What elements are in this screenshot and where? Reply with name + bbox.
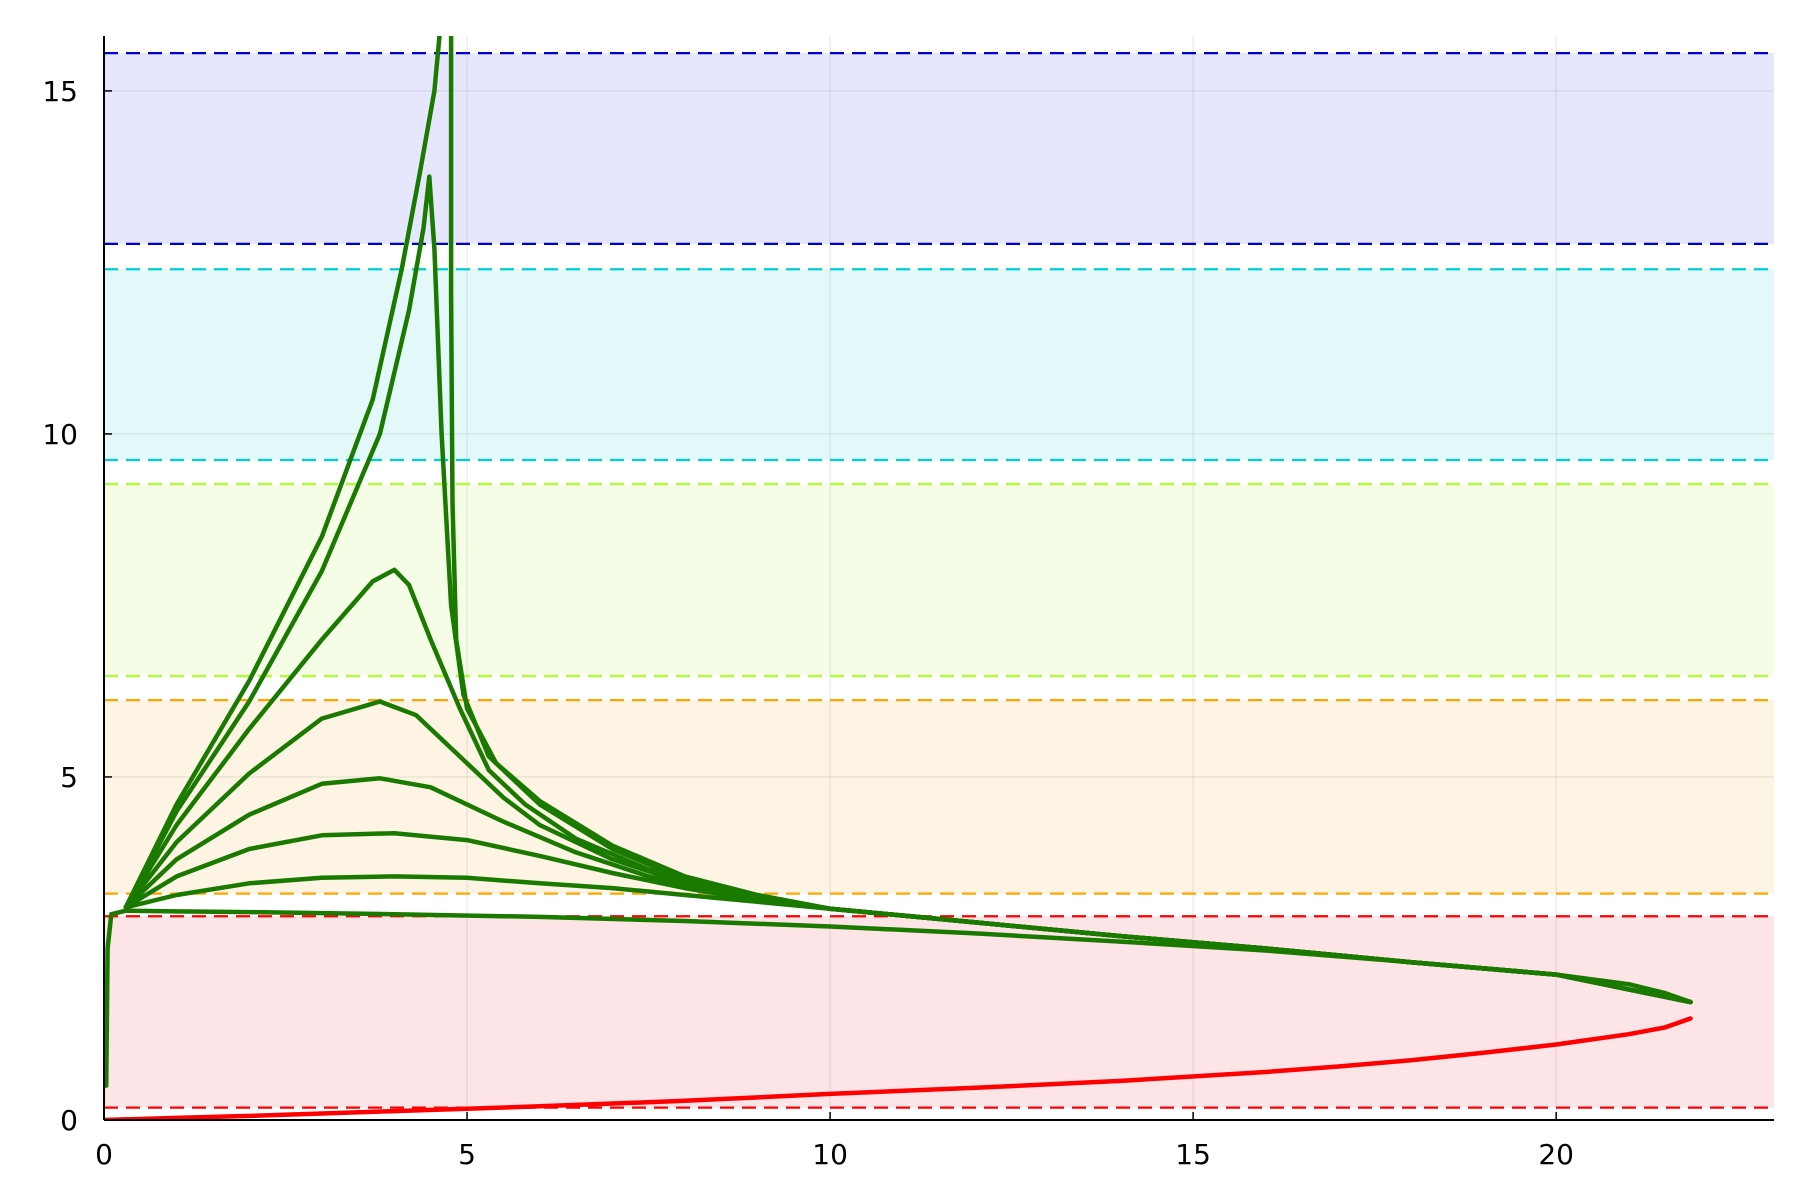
y-tick-label-0: 0: [60, 1104, 78, 1137]
series-layer: [104, 36, 1693, 1120]
series-line-9: [448, 36, 1693, 1005]
x-tick-label-3: 15: [1175, 1138, 1211, 1171]
band-boundary-lines: [104, 52, 1774, 1109]
band-fill-3: [104, 269, 1774, 460]
y-tick-label-3: 15: [42, 75, 78, 108]
x-tick-label-2: 10: [812, 1138, 848, 1171]
x-tick-label-4: 20: [1538, 1138, 1574, 1171]
x-tick-label-1: 5: [458, 1138, 476, 1171]
band-fills: [104, 53, 1774, 1108]
band-fill-2: [104, 484, 1774, 677]
band-fill-0: [104, 916, 1774, 1108]
x-tick-label-0: 0: [95, 1138, 113, 1171]
band-fill-1: [104, 700, 1774, 894]
x-axis-ticks: 0 5 10 15 20: [95, 1112, 1574, 1171]
series-line-8: [123, 36, 442, 910]
band-fill-4: [104, 53, 1774, 244]
series-line-0: [104, 1016, 1693, 1120]
y-tick-label-2: 10: [42, 418, 78, 451]
y-tick-label-1: 5: [60, 761, 78, 794]
y-axis-ticks: 0 5 10 15: [42, 75, 112, 1137]
